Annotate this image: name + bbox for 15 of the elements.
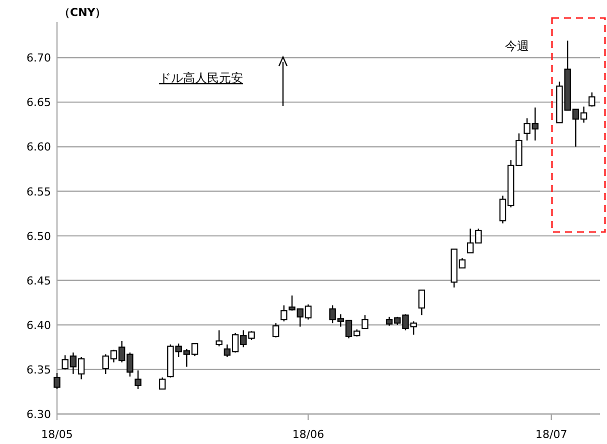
y-tick-label: 6.60 <box>26 140 51 154</box>
y-tick-label: 6.65 <box>26 96 51 110</box>
y-tick-label: 6.50 <box>26 230 51 243</box>
y-tick-label: 6.70 <box>26 52 51 65</box>
y-axis-title: （CNY） <box>59 6 106 19</box>
y-tick-label: 6.30 <box>26 408 51 421</box>
annotation: 今週 <box>505 39 529 53</box>
y-tick-label: 6.40 <box>26 318 51 332</box>
x-tick-label: 18/06 <box>292 428 324 441</box>
x-tick-label: 18/07 <box>536 428 568 441</box>
y-tick-label: 6.35 <box>26 363 51 376</box>
y-tick-label: 6.55 <box>26 185 51 198</box>
x-tick-label: 18/05 <box>41 428 73 441</box>
y-tick-label: 6.45 <box>26 274 51 288</box>
annotation: ドル高人民元安 <box>159 71 243 85</box>
